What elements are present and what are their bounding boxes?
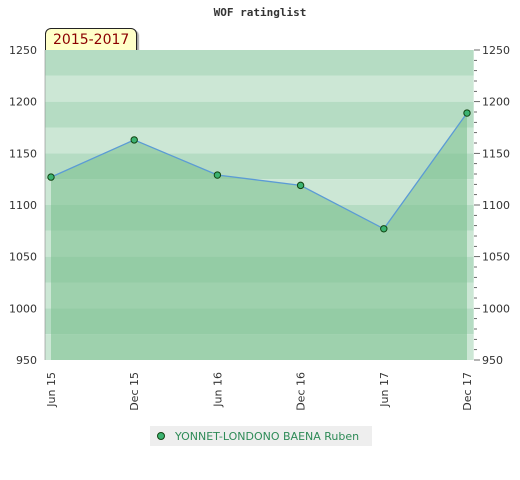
x-tick-label: Jun 17 [378, 372, 391, 408]
x-tick-label: Jun 15 [45, 372, 58, 408]
y-tick-label-left: 950 [16, 354, 37, 367]
y-tick-label-right: 1050 [482, 251, 510, 264]
data-point [130, 136, 138, 144]
y-tick-label-right: 1200 [482, 96, 510, 109]
data-point [380, 225, 388, 233]
series-line [50, 112, 468, 230]
legend-marker-icon [157, 432, 165, 440]
grid-band [45, 50, 474, 76]
grid-band [45, 75, 474, 102]
legend[interactable]: YONNET-LONDONO BAENA Ruben [150, 426, 372, 446]
series-area [51, 113, 467, 361]
y-tick-label-right: 1250 [482, 44, 510, 57]
y-tick-label-right: 950 [482, 354, 503, 367]
y-tick-label-left: 1150 [9, 147, 37, 160]
y-tick-label-right: 1150 [482, 147, 510, 160]
x-tick-label: Dec 15 [128, 372, 141, 411]
data-point [47, 173, 55, 181]
x-tick-label: Dec 17 [461, 372, 474, 411]
data-point [213, 171, 222, 179]
y-tick-label-left: 1050 [9, 251, 37, 264]
y-tick-label-left: 1200 [9, 96, 37, 109]
grid-band [45, 101, 474, 128]
y-tick-label-right: 1000 [482, 302, 510, 315]
data-point [296, 181, 305, 190]
legend-label: YONNET-LONDONO BAENA Ruben [175, 429, 360, 443]
grid-band [45, 127, 474, 154]
chart-title: WOF ratinglist [213, 6, 307, 19]
x-tick-label: Jun 16 [211, 372, 224, 408]
y-tick-label-right: 1100 [482, 199, 510, 212]
data-point [463, 109, 471, 117]
y-tick-label-left: 1250 [9, 44, 37, 57]
y-tick-label-left: 1000 [9, 302, 37, 315]
x-tick-label: Dec 16 [295, 372, 308, 411]
y-tick-label-left: 1100 [9, 199, 37, 212]
